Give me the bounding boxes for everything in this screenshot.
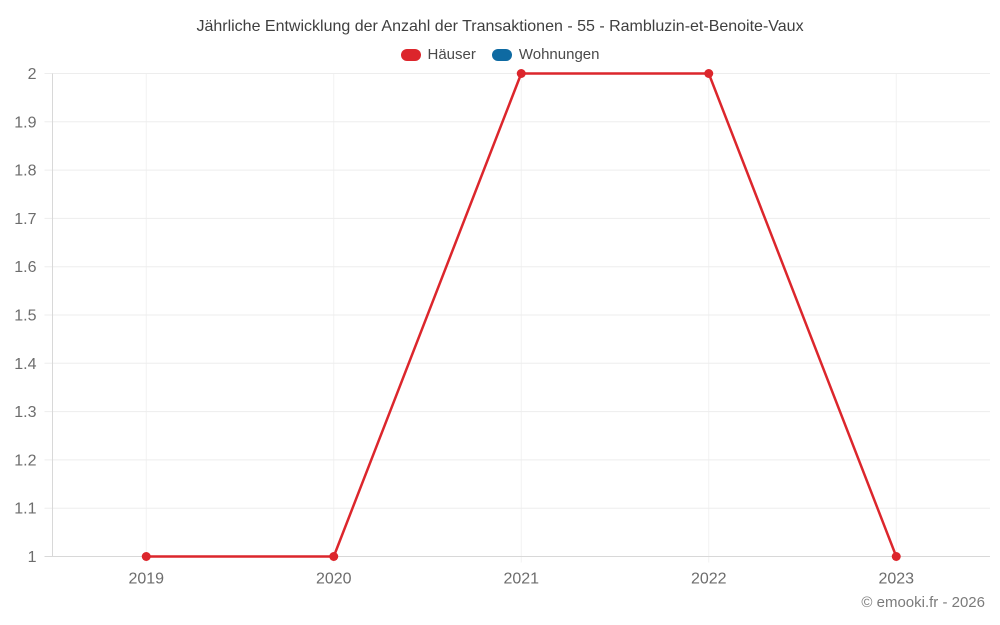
data-point[interactable] (329, 552, 339, 561)
x-tick-label: 2021 (503, 571, 539, 588)
y-tick-label: 1.7 (14, 211, 36, 228)
data-point[interactable] (704, 69, 714, 78)
chart-title: Jährliche Entwicklung der Anzahl der Tra… (196, 18, 804, 35)
y-axis-labels: 1 1.1 1.2 1.3 1.4 1.5 1.6 1.7 1.8 1.9 2 (14, 66, 36, 566)
y-tick-label: 2 (28, 66, 37, 83)
y-tick-label: 1.5 (14, 308, 36, 325)
y-tick-label: 1.3 (14, 404, 36, 421)
legend-swatch-wohnungen (491, 48, 512, 61)
copyright-credit: © emooki.fr - 2026 (861, 594, 985, 611)
y-tick-label: 1.4 (14, 356, 36, 373)
x-axis-labels: 2019 2020 2021 2022 2023 (128, 571, 914, 588)
data-point[interactable] (891, 552, 901, 561)
legend-label-haeuser: Häuser (427, 46, 476, 63)
y-tick-label: 1.9 (14, 114, 36, 131)
data-point[interactable] (141, 552, 151, 561)
legend-swatch-haeuser (400, 48, 421, 61)
x-tick-label: 2023 (878, 571, 914, 588)
legend: Häuser Wohnungen (0, 46, 1000, 63)
legend-item-haeuser[interactable]: Häuser (400, 46, 476, 63)
vertical-gridlines (145, 73, 897, 563)
data-point[interactable] (516, 69, 526, 78)
x-tick-label: 2019 (128, 571, 164, 588)
y-tick-label: 1.1 (14, 501, 36, 518)
y-tick-label: 1 (28, 549, 37, 566)
y-tick-label: 1.6 (14, 259, 36, 276)
x-tick-label: 2020 (316, 571, 352, 588)
horizontal-gridlines (44, 73, 990, 509)
y-tick-label: 1.2 (14, 452, 36, 469)
x-tick-label: 2022 (691, 571, 727, 588)
series-häuser (141, 69, 901, 561)
legend-label-wohnungen: Wohnungen (518, 46, 600, 63)
legend-item-wohnungen[interactable]: Wohnungen (491, 46, 600, 63)
y-tick-label: 1.8 (14, 163, 36, 180)
